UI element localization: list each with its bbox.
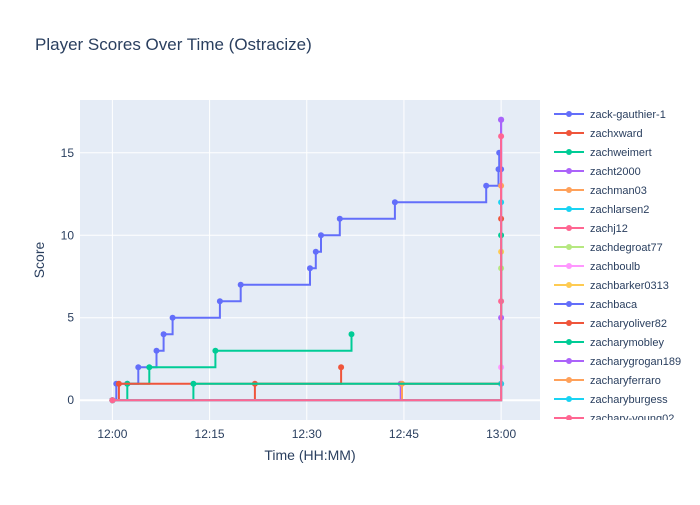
series-line [112,136,503,402]
x-axis-label: Time (HH:MM) [264,447,355,463]
x-tick-label: 12:15 [195,427,225,441]
legend-label: zachlarsen2 [590,204,649,216]
legend-marker [566,320,572,326]
x-tick-label: 13:00 [486,427,516,441]
data-point [212,347,219,354]
legend-item: zachlarsen2 [554,204,649,216]
legend-marker [566,301,572,307]
legend-marker [566,111,572,117]
legend-marker [566,149,572,155]
legend-svg: zack-gauthier-1 zachxward zachweimert zacht… [554,109,681,420]
legend[interactable]: zack-gauthier-1 zachxward zachweimert zacht… [548,104,694,420]
chart-title: Player Scores Over Time (Ostracize) [35,35,312,54]
data-point [135,364,142,371]
legend-marker [566,282,572,288]
x-tick-label: 12:00 [97,427,127,441]
data-point [348,331,355,338]
legend-label: zachj12 [590,223,628,235]
legend-marker [566,244,572,250]
legend-item: zachbaca [554,299,638,311]
data-point [216,298,223,305]
legend-item: zacharyoliver82 [554,318,667,330]
legend-marker [566,358,572,364]
legend-item: zachman03 [554,185,647,197]
legend-label: zachman03 [590,185,647,197]
y-tick-label: 0 [67,393,74,407]
series-zachary-young02 [109,133,505,404]
legend-label: zacharyoliver82 [590,318,667,330]
series-layer [109,116,505,404]
legend-label: zack-gauthier-1 [590,109,666,121]
legend-marker [566,168,572,174]
data-point [109,397,116,404]
data-point [169,314,176,321]
series-zachweimert [109,331,355,404]
legend-item: zacht2000 [554,166,641,178]
data-point [391,199,398,206]
legend-item: zacharyburgess [554,394,668,406]
data-point [336,215,343,222]
legend-item: zacharymobley [554,337,664,349]
y-tick-label: 5 [67,311,74,325]
legend-marker [566,206,572,212]
legend-label: zachbarker0313 [590,280,669,292]
legend-label: zacharymobley [590,337,664,349]
legend-item: zachboulb [554,261,640,273]
legend-marker [566,415,572,420]
legend-item: zachweimert [554,147,652,159]
data-point [115,380,122,387]
y-tick-label: 15 [61,146,75,160]
legend-item: zachj12 [554,223,628,235]
x-tick-label: 12:30 [292,427,322,441]
legend-label: zachary-young02 [590,413,674,420]
legend-item: zachdegroat77 [554,242,663,254]
data-point [312,248,319,255]
legend-item: zachxward [554,128,643,140]
tick-labels: 12:00 12:15 12:30 12:45 13:00 0 5 10 15 [61,146,517,441]
data-point [160,331,167,338]
data-point [338,364,345,371]
data-point [190,380,197,387]
legend-label: zachbaca [590,299,638,311]
legend-label: zacharyburgess [590,394,668,406]
legend-marker [566,187,572,193]
data-point [146,364,153,371]
legend-item: zack-gauthier-1 [554,109,666,121]
x-tick-label: 12:45 [389,427,419,441]
legend-label: zachdegroat77 [590,242,663,254]
legend-label: zachboulb [590,261,640,273]
data-point [237,281,244,288]
legend-marker [566,377,572,383]
legend-item: zacharygrogan189 [554,356,681,368]
data-point [498,133,505,140]
legend-item: zacharyferraro [554,375,661,387]
legend-label: zachxward [590,128,643,140]
data-point [307,265,313,272]
y-tick-label: 10 [61,228,75,242]
data-point [318,232,324,239]
legend-label: zacht2000 [590,166,641,178]
data-point [498,116,505,123]
legend-label: zacharygrogan189 [590,356,681,368]
legend-marker [566,263,572,269]
legend-item: zachbarker0313 [554,280,669,292]
data-point [153,347,160,354]
legend-marker [566,339,572,345]
y-axis-label: Score [31,242,47,279]
data-point [483,182,490,189]
legend-label: zachweimert [590,147,652,159]
legend-marker [566,396,572,402]
legend-marker [566,130,572,136]
legend-label: zacharyferraro [590,375,661,387]
legend-item: zachary-young02 [554,413,674,420]
legend-marker [566,225,572,231]
